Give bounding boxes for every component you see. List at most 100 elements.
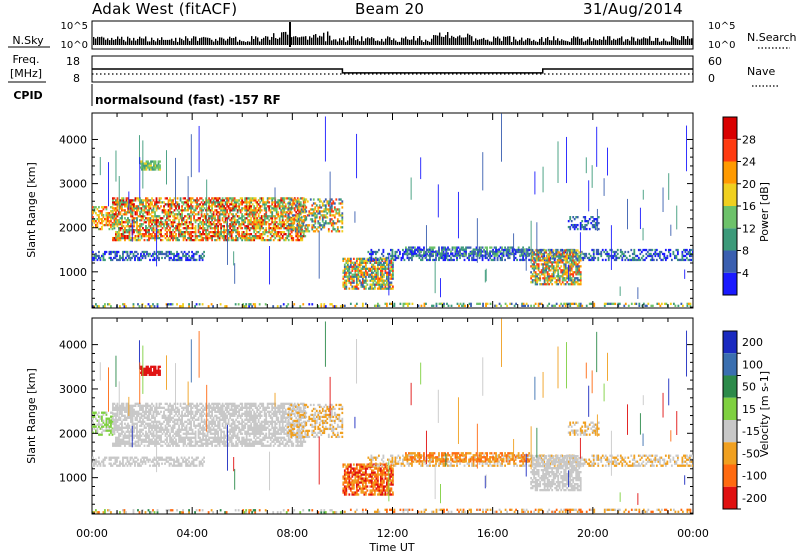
power-cell — [543, 257, 546, 260]
power-cell — [220, 227, 223, 230]
power-cell — [569, 277, 572, 280]
power-cell — [142, 215, 144, 218]
power-cell — [385, 302, 388, 305]
power-cell — [303, 198, 306, 201]
power-cell — [224, 305, 227, 308]
nsky-bar — [459, 35, 461, 45]
power-cell — [569, 263, 572, 266]
power-cell — [211, 201, 214, 204]
power-cell — [402, 304, 405, 307]
power-cell — [572, 275, 575, 278]
power-cell — [385, 261, 388, 264]
power-cell — [223, 207, 226, 210]
power-cell — [143, 252, 145, 256]
power-cell — [95, 212, 97, 215]
power-cell — [536, 273, 539, 276]
power-cell — [122, 254, 124, 258]
power-cell — [175, 217, 177, 220]
power-cell — [474, 248, 476, 251]
power-cell — [141, 160, 143, 163]
power-cell — [329, 214, 332, 217]
power-cell — [211, 231, 214, 234]
power-cell — [263, 231, 266, 234]
power-cell — [233, 215, 236, 218]
power-cell — [221, 219, 224, 222]
power-cell — [247, 201, 250, 204]
power-cell — [318, 226, 321, 229]
power-cell — [259, 219, 262, 222]
power-cell — [345, 283, 348, 286]
power-cell — [311, 220, 314, 223]
power-cell — [539, 283, 542, 286]
power-cell — [453, 254, 455, 258]
power-cell — [531, 265, 534, 268]
power-cell — [308, 214, 311, 217]
power-cell — [172, 219, 174, 222]
power-cell — [260, 236, 263, 240]
power-cell — [224, 217, 227, 220]
power-cell — [306, 224, 309, 227]
power-cell — [351, 269, 354, 272]
power-cell — [606, 254, 609, 258]
power-cell — [149, 221, 152, 224]
power-cell — [489, 250, 491, 253]
power-cell — [537, 259, 540, 262]
nsky-bar — [655, 37, 657, 45]
power-cell — [480, 248, 482, 252]
power-cell — [345, 273, 348, 276]
power-cell — [335, 208, 338, 211]
power-cell — [317, 226, 320, 229]
power-cell — [578, 302, 581, 305]
power-cell — [169, 209, 171, 212]
power-cell — [199, 203, 201, 206]
power-cell — [288, 216, 291, 219]
power-cell — [118, 234, 120, 238]
nsky-bar — [349, 36, 351, 45]
power-cell — [118, 223, 120, 226]
power-cell — [358, 265, 361, 268]
power-cell — [150, 166, 152, 169]
power-cell — [355, 287, 358, 290]
power-heatmap — [92, 113, 693, 308]
power-cell — [584, 216, 587, 219]
power-cell — [175, 227, 177, 230]
power-cell — [116, 213, 119, 216]
power-cell — [286, 217, 289, 220]
power-cell — [206, 207, 209, 210]
power-cell — [148, 168, 151, 171]
power-cell — [567, 283, 570, 286]
power-cell — [214, 227, 217, 230]
power-cell — [230, 209, 233, 212]
power-cell — [161, 201, 164, 204]
power-cell — [542, 269, 545, 272]
nsky-bar — [235, 36, 237, 45]
power-cell — [260, 219, 263, 222]
power-cell — [418, 246, 421, 249]
power-cell — [143, 215, 146, 218]
power-cell — [176, 205, 179, 208]
power-cell — [202, 225, 204, 228]
power-cell — [234, 303, 237, 306]
power-cell — [214, 215, 217, 218]
power-cell — [205, 199, 207, 202]
power-cell — [170, 201, 173, 204]
power-cell — [252, 303, 255, 306]
power-cell — [481, 246, 484, 249]
power-cell — [139, 225, 141, 228]
power-cell — [326, 222, 329, 225]
power-cell — [166, 197, 168, 200]
power-cell — [569, 275, 572, 278]
power-cell — [176, 250, 178, 254]
power-cell — [127, 229, 129, 232]
power-cell — [137, 238, 140, 242]
power-cell — [588, 258, 591, 262]
power-cell — [137, 207, 140, 210]
power-cell — [224, 209, 227, 212]
power-cell — [218, 213, 221, 216]
power-cell — [196, 219, 198, 222]
power-cell — [501, 254, 503, 257]
nsky-bar — [305, 36, 307, 45]
power-cell — [468, 254, 470, 258]
power-cell — [314, 216, 317, 219]
nsky-bar — [575, 37, 577, 45]
